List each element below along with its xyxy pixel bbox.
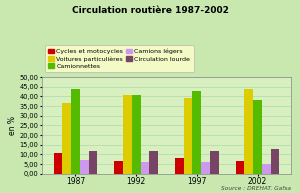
Bar — [80, 160, 88, 174]
Bar — [253, 100, 262, 174]
Bar — [132, 95, 140, 174]
Bar — [149, 151, 158, 174]
Bar — [271, 149, 280, 174]
Bar — [210, 151, 219, 174]
Text: Source : DREHAT. Gafsa: Source : DREHAT. Gafsa — [221, 186, 291, 191]
Legend: Cycles et motocycles, Voitures particulières, Camionnettes, Camions légers, Circ: Cycles et motocycles, Voitures particuli… — [45, 46, 194, 72]
Bar — [184, 98, 193, 174]
Bar — [201, 162, 210, 174]
Bar — [123, 95, 132, 174]
Bar — [88, 151, 97, 174]
Bar — [71, 89, 80, 174]
Bar — [175, 158, 184, 174]
Bar — [53, 153, 62, 174]
Bar — [62, 103, 71, 174]
Bar — [236, 161, 244, 174]
Bar — [262, 164, 271, 174]
Bar — [244, 89, 253, 174]
Bar — [193, 91, 201, 174]
Text: Circulation routière 1987-2002: Circulation routière 1987-2002 — [72, 6, 228, 15]
Bar — [114, 161, 123, 174]
Y-axis label: en %: en % — [8, 116, 17, 135]
Bar — [140, 162, 149, 174]
